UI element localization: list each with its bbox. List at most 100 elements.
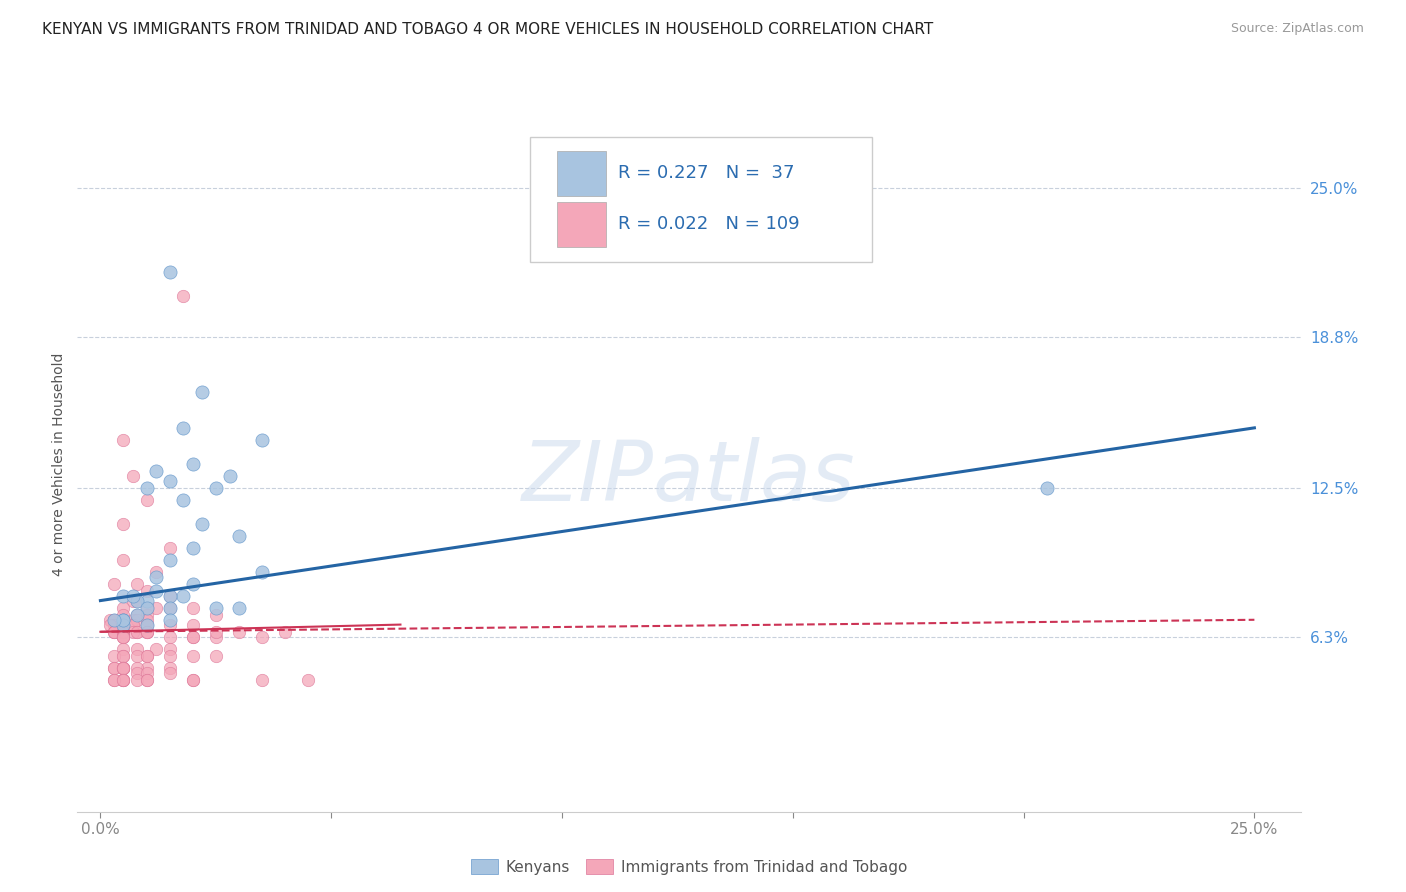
Point: [228, 529, 250, 543]
Point: [127, 593, 149, 607]
Point: [112, 613, 135, 627]
Point: [135, 600, 157, 615]
Point: [103, 613, 125, 627]
Point: [98, 617, 121, 632]
Point: [135, 624, 157, 639]
Point: [159, 589, 181, 603]
Point: [103, 673, 125, 687]
Point: [135, 481, 157, 495]
Point: [159, 630, 181, 644]
Point: [181, 630, 204, 644]
Point: [127, 624, 149, 639]
Point: [135, 665, 157, 680]
Point: [135, 584, 157, 599]
Point: [181, 648, 204, 663]
Point: [112, 661, 135, 675]
Point: [127, 576, 149, 591]
Point: [135, 624, 157, 639]
Point: [204, 630, 226, 644]
Text: R = 0.022   N = 109: R = 0.022 N = 109: [619, 215, 800, 233]
Point: [145, 584, 167, 599]
Point: [181, 617, 204, 632]
Point: [159, 648, 181, 663]
Point: [145, 600, 167, 615]
Point: [181, 457, 204, 471]
Point: [112, 613, 135, 627]
Point: [112, 553, 135, 567]
Point: [297, 673, 319, 687]
Point: [173, 421, 195, 435]
Point: [173, 589, 195, 603]
Point: [103, 624, 125, 639]
Point: [112, 661, 135, 675]
Point: [112, 624, 135, 639]
Y-axis label: 4 or more Vehicles in Household: 4 or more Vehicles in Household: [52, 352, 66, 575]
Point: [159, 661, 181, 675]
Point: [103, 576, 125, 591]
Point: [98, 613, 121, 627]
Point: [112, 613, 135, 627]
Point: [135, 648, 157, 663]
Point: [112, 617, 135, 632]
Point: [112, 673, 135, 687]
Point: [127, 607, 149, 622]
Point: [228, 600, 250, 615]
Point: [127, 665, 149, 680]
Text: KENYAN VS IMMIGRANTS FROM TRINIDAD AND TOBAGO 4 OR MORE VEHICLES IN HOUSEHOLD CO: KENYAN VS IMMIGRANTS FROM TRINIDAD AND T…: [42, 22, 934, 37]
Point: [112, 613, 135, 627]
Point: [127, 673, 149, 687]
Point: [112, 607, 135, 622]
Point: [204, 624, 226, 639]
Point: [112, 617, 135, 632]
Point: [228, 624, 250, 639]
Point: [145, 464, 167, 478]
Point: [274, 624, 297, 639]
Point: [112, 624, 135, 639]
Point: [112, 613, 135, 627]
Point: [112, 661, 135, 675]
Point: [112, 641, 135, 656]
Point: [135, 673, 157, 687]
Point: [103, 624, 125, 639]
Point: [159, 600, 181, 615]
Point: [204, 481, 226, 495]
Point: [204, 648, 226, 663]
Point: [135, 624, 157, 639]
Point: [181, 673, 204, 687]
Point: [103, 613, 125, 627]
Point: [135, 607, 157, 622]
Point: [135, 661, 157, 675]
Point: [112, 661, 135, 675]
Point: [204, 600, 226, 615]
Point: [159, 613, 181, 627]
Point: [173, 289, 195, 303]
Point: [191, 516, 214, 531]
Point: [218, 468, 240, 483]
Point: [135, 613, 157, 627]
Text: R = 0.227   N =  37: R = 0.227 N = 37: [619, 164, 794, 182]
Point: [181, 541, 204, 555]
Point: [103, 648, 125, 663]
Point: [181, 576, 204, 591]
Point: [112, 630, 135, 644]
Point: [250, 565, 273, 579]
Point: [112, 630, 135, 644]
Point: [103, 613, 125, 627]
Point: [121, 613, 143, 627]
Point: [145, 641, 167, 656]
Point: [159, 541, 181, 555]
Text: Source: ZipAtlas.com: Source: ZipAtlas.com: [1230, 22, 1364, 36]
Point: [181, 630, 204, 644]
Point: [159, 474, 181, 488]
FancyBboxPatch shape: [557, 202, 606, 247]
Point: [135, 617, 157, 632]
Point: [112, 648, 135, 663]
FancyBboxPatch shape: [557, 151, 606, 196]
Text: ZIPatlas: ZIPatlas: [522, 437, 856, 518]
Point: [173, 492, 195, 507]
Point: [135, 600, 157, 615]
Point: [112, 673, 135, 687]
Point: [112, 648, 135, 663]
Point: [250, 630, 273, 644]
Point: [127, 593, 149, 607]
